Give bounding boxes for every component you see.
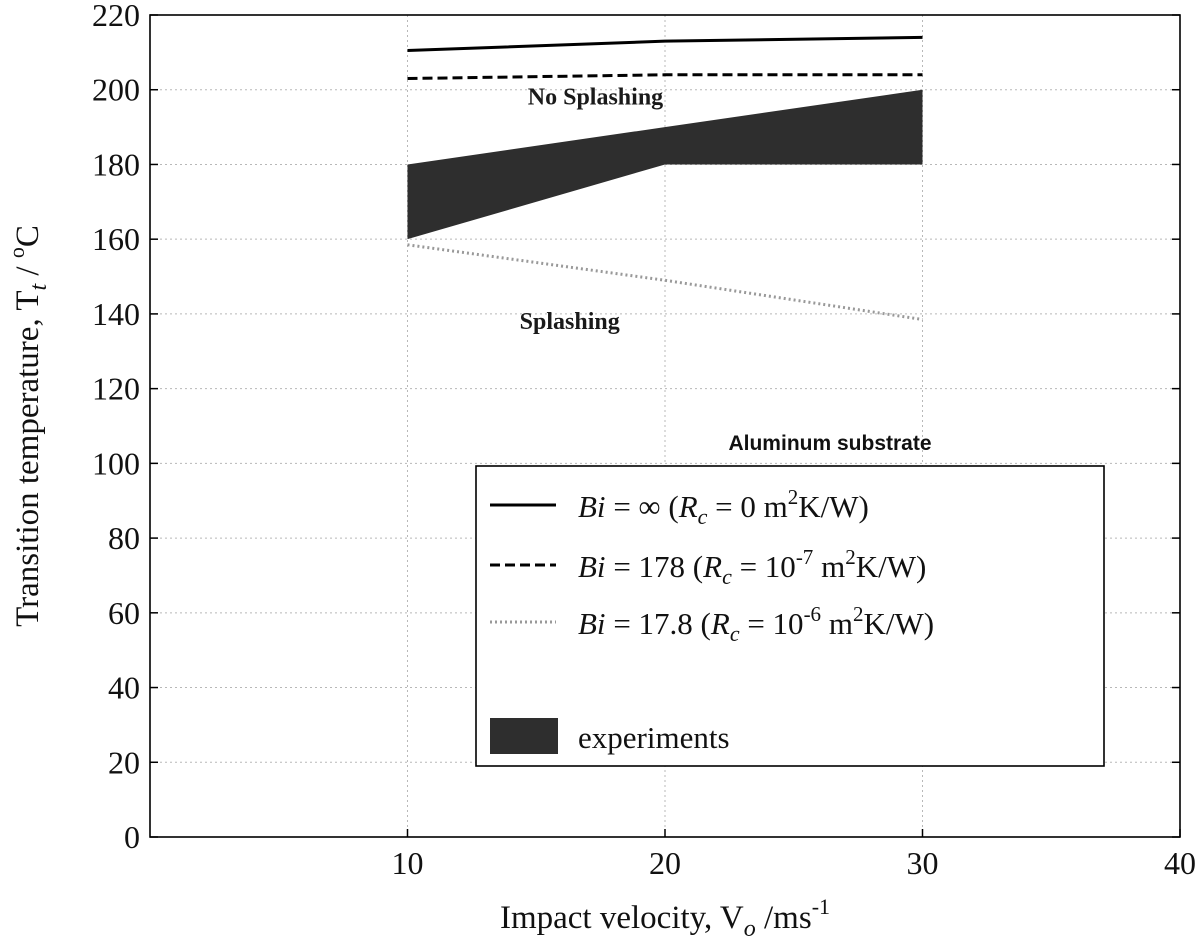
band-layer [407, 89, 923, 240]
y-tick-label: 0 [124, 819, 140, 855]
y-tick-label: 80 [108, 520, 140, 556]
series-layer [407, 35, 923, 321]
tick-layer: 0 20 40 60 80 100 120 140 160 180 200 220 10 20 30 40 [92, 0, 1196, 881]
x-tick-label: 20 [649, 845, 681, 881]
legend-entry-1: Bi = ∞ (Rc = 0 m2K/W) [578, 485, 869, 529]
x-axis-title: Impact velocity, Vo /ms-1 [500, 894, 830, 942]
x-tick-label: 30 [907, 845, 939, 881]
y-tick-label: 180 [92, 146, 140, 182]
y-axis-title: Transition temperature, Tt / oC [4, 225, 52, 627]
y-tick-label: 140 [92, 296, 140, 332]
legend-swatch-experiments [490, 718, 558, 754]
legend-title: Aluminum substrate [728, 432, 931, 455]
legend-entry-3: Bi = 17.8 (Rc = 10-6 m2K/W) [578, 602, 934, 646]
y-tick-label: 200 [92, 72, 140, 108]
y-tick-label: 160 [92, 221, 140, 257]
series-line-dashed [407, 73, 923, 81]
legend-box [475, 465, 1105, 767]
y-tick-label: 20 [108, 744, 140, 780]
y-tick-label: 220 [92, 0, 140, 33]
annotation-label: No Splashing [528, 85, 663, 111]
legend: Bi = ∞ (Rc = 0 m2K/W) Bi = 178 (Rc = 10-… [475, 465, 1105, 767]
series-line-solid [407, 35, 923, 52]
x-tick-label: 40 [1164, 845, 1196, 881]
y-tick-label: 60 [108, 595, 140, 631]
y-tick-label: 120 [92, 371, 140, 407]
legend-entry-experiments: experiments [578, 720, 730, 755]
legend-entry-2: Bi = 178 (Rc = 10-7 m2K/W) [578, 545, 926, 589]
y-tick-label: 100 [92, 445, 140, 481]
experiments-band [407, 89, 923, 240]
x-tick-label: 10 [392, 845, 424, 881]
y-tick-label: 40 [108, 670, 140, 706]
annotation-label: Splashing [520, 309, 620, 335]
annotation-layer: No Splashing Splashing [520, 85, 663, 335]
series-line-dotted [407, 243, 923, 321]
